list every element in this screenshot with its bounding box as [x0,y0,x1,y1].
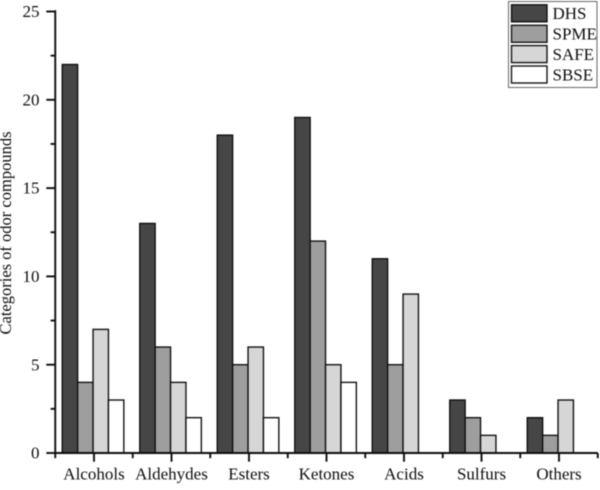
svg-text:SPME: SPME [553,25,597,44]
svg-text:Alcohols: Alcohols [63,465,124,484]
svg-text:Ketones: Ketones [299,465,355,484]
svg-text:0: 0 [31,444,40,463]
svg-text:Others: Others [536,465,581,484]
svg-text:Acids: Acids [384,465,424,484]
svg-text:20: 20 [23,90,40,109]
svg-text:Categories of odor compounds: Categories of odor compounds [0,131,15,334]
svg-text:5: 5 [31,355,40,374]
svg-text:Sulfurs: Sulfurs [457,465,506,484]
svg-text:15: 15 [23,179,40,198]
svg-text:SAFE: SAFE [553,45,595,64]
svg-text:SBSE: SBSE [553,65,594,84]
svg-text:Esters: Esters [228,465,270,484]
svg-text:DHS: DHS [553,4,587,23]
svg-text:25: 25 [23,2,40,21]
svg-text:10: 10 [23,267,40,286]
svg-text:Aldehydes: Aldehydes [135,465,208,484]
